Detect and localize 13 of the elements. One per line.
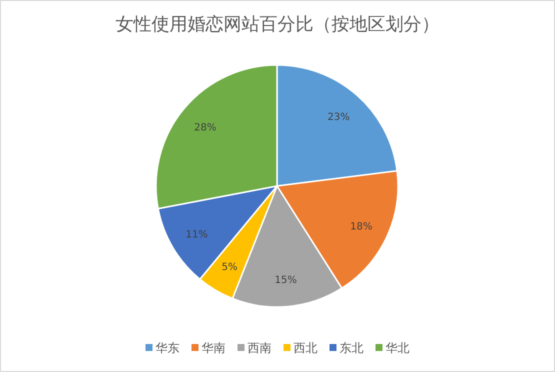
legend-label: 华东 [156, 341, 180, 355]
legend-label: 西北 [294, 341, 318, 355]
data-label: 11% [186, 229, 208, 240]
data-label: 28% [194, 122, 216, 134]
data-label: 15% [274, 274, 297, 286]
legend-label: 华北 [386, 341, 410, 355]
chart-title: 女性使用婚恋网站百分比（按地区划分） [116, 14, 440, 35]
legend-label: 华南 [202, 341, 226, 355]
legend-label: 东北 [340, 341, 364, 355]
data-label: 23% [327, 112, 350, 124]
legend-label: 西南 [248, 341, 272, 355]
data-label: 5% [222, 262, 238, 274]
data-label: 18% [350, 222, 372, 233]
